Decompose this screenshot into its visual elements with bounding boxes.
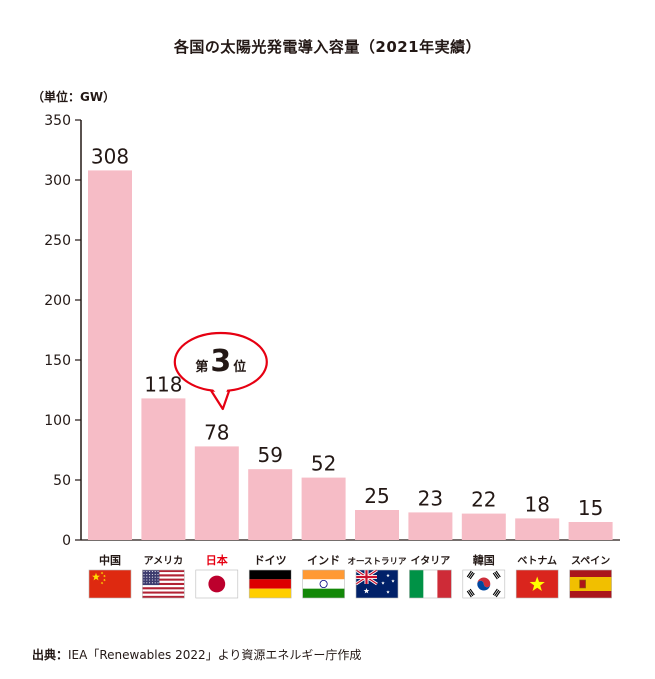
china-flag-icon (88, 569, 132, 599)
y-tick-label: 100 (44, 413, 71, 429)
bar-value-label: 23 (418, 486, 443, 510)
italy-flag-icon (409, 569, 452, 599)
rank-suffix: 位 (233, 359, 246, 375)
japan-flag-icon (195, 569, 239, 599)
category-label: ドイツ (254, 554, 287, 567)
bar-value-label: 18 (524, 492, 549, 516)
flag-layer (88, 568, 612, 599)
y-tick-label: 300 (44, 173, 71, 189)
y-tick-label: 350 (44, 113, 71, 129)
bar (301, 477, 346, 540)
bar-value-label: 78 (204, 420, 229, 444)
bar (248, 469, 293, 540)
bar-value-label: 15 (578, 496, 603, 520)
germany-flag-icon (248, 569, 292, 599)
usa-flag-icon (142, 569, 185, 599)
y-tick-label: 0 (62, 533, 71, 549)
category-label: スペイン (571, 555, 610, 567)
unit-label: （単位：GW） (32, 90, 116, 104)
rank-callout: 第3 位 (173, 331, 268, 411)
india-flag-icon (302, 569, 345, 599)
category-label: アメリカ (144, 555, 184, 567)
vietnam-flag-icon (515, 569, 559, 599)
bar-value-label: 52 (311, 452, 336, 476)
bar (461, 513, 506, 540)
source-text: IEA「Renewables 2022」より資源エネルギー庁作成 (68, 648, 362, 662)
bar-value-label: 25 (364, 484, 389, 508)
australia-flag-icon (355, 568, 399, 599)
y-tick-label: 50 (53, 473, 71, 489)
category-label: イタリア (411, 555, 451, 567)
rank-prefix: 第 (195, 359, 208, 375)
y-tick-label: 200 (44, 293, 71, 309)
y-tick-label: 150 (44, 353, 71, 369)
source-note: 出典：IEA「Renewables 2022」より資源エネルギー庁作成 (32, 646, 361, 663)
bar-layer (88, 170, 613, 540)
y-tick-label: 250 (44, 233, 71, 249)
spain-flag-icon (569, 569, 612, 599)
rank-label: 第3 位 (195, 344, 246, 379)
chart-title: 各国の太陽光発電導入容量（2021年実績） (173, 38, 482, 56)
bar (408, 512, 453, 540)
bar (194, 446, 239, 540)
category-label: 韓国 (473, 553, 495, 567)
category-label: 中国 (99, 553, 121, 567)
category-label: インド (307, 554, 340, 567)
korea-flag-icon (462, 569, 506, 599)
bar-value-label: 22 (471, 488, 496, 512)
category-label: ベトナム (517, 555, 557, 567)
bar (88, 170, 132, 540)
category-label: オーストラリア (347, 557, 407, 567)
label-layer: 308 中国 118 アメリカ 78 日本 59 ドイツ 52 インド 25 オーストラリア 23 イタリ… (91, 144, 610, 567)
bar (355, 510, 399, 540)
bar (141, 398, 186, 540)
source-label: 出典： (32, 648, 69, 662)
bar (568, 522, 613, 540)
category-label: 日本 (206, 553, 228, 567)
bar-value-label: 118 (144, 372, 182, 396)
bar-value-label: 59 (257, 443, 282, 467)
rank-number: 3 (210, 344, 231, 379)
bar (515, 518, 560, 540)
bar-value-label: 308 (91, 144, 129, 168)
